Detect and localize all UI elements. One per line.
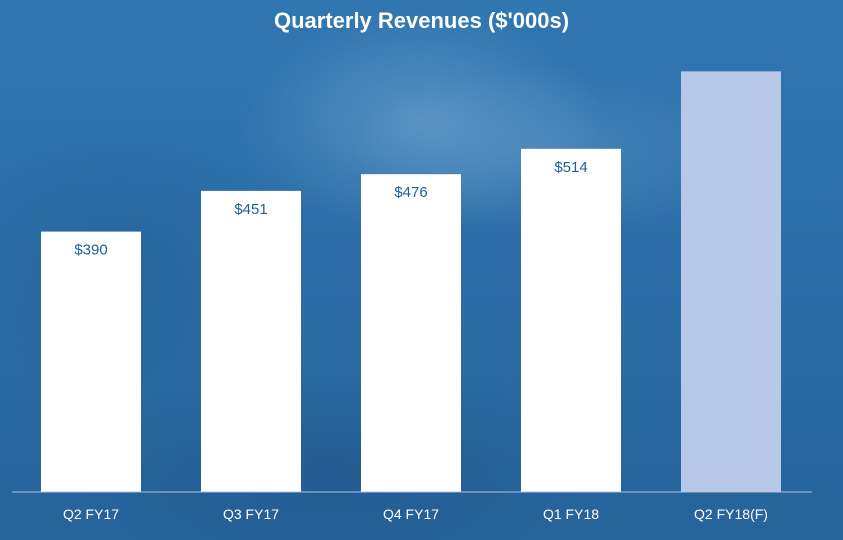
bar-5	[681, 71, 781, 492]
category-label-4: Q1 FY18	[543, 506, 599, 522]
category-label-2: Q3 FY17	[223, 506, 279, 522]
bar-value-label-3: $476	[394, 184, 427, 201]
bar-4	[521, 148, 621, 492]
bar-2	[201, 190, 301, 492]
bar-1	[41, 231, 141, 492]
bar-value-label-1: $390	[74, 242, 107, 259]
chart-title: Quarterly Revenues ($'000s)	[273, 8, 570, 33]
bars-group	[41, 71, 781, 492]
category-label-3: Q4 FY17	[383, 506, 439, 522]
bar-value-label-4: $514	[554, 159, 587, 176]
category-label-1: Q2 FY17	[63, 506, 119, 522]
bar-value-label-2: $451	[234, 201, 267, 218]
labels-group: $390 Q2 FY17 $451 Q3 FY17 $476 Q4 FY17 $514 Q1 …	[63, 159, 768, 522]
bar-3	[361, 174, 461, 492]
category-label-5: Q2 FY18(F)	[694, 506, 768, 522]
